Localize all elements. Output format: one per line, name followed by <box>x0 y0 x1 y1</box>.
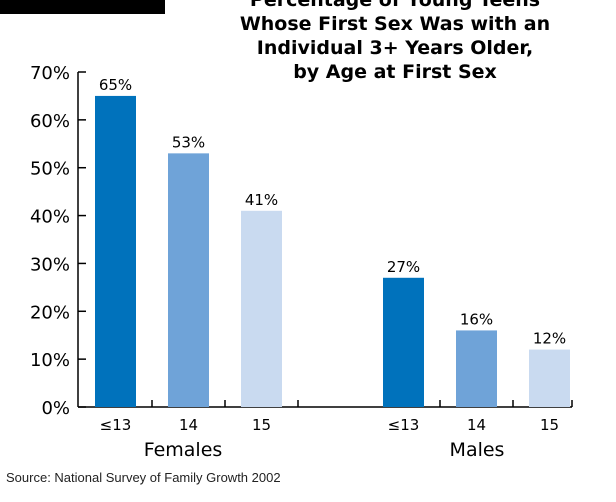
data-label: 65% <box>99 76 132 94</box>
data-label: 12% <box>533 330 566 348</box>
y-tick-label: 50% <box>30 159 70 180</box>
y-tick-label: 30% <box>30 254 70 275</box>
chart-title-line: Individual 3+ Years Older, <box>256 37 534 59</box>
bar <box>383 277 424 407</box>
header-bar <box>0 0 165 14</box>
y-tick-label: 20% <box>30 302 70 323</box>
y-tick-label: 40% <box>30 207 70 228</box>
chart-title-line: by Age at First Sex <box>293 61 497 83</box>
chart-title-line: Percentage of Young Teens <box>249 0 541 11</box>
x-tick-label: 14 <box>179 416 198 434</box>
bar <box>529 349 570 407</box>
group-label: Females <box>144 439 223 461</box>
source-note: Source: National Survey of Family Growth… <box>6 470 281 485</box>
data-label: 41% <box>245 191 278 209</box>
group-label: Males <box>450 439 505 461</box>
data-label: 27% <box>387 258 420 276</box>
bar <box>95 95 136 407</box>
bar <box>241 210 282 407</box>
data-label: 53% <box>172 133 205 151</box>
bar <box>456 330 497 407</box>
y-tick-label: 70% <box>30 63 70 84</box>
x-tick-label: ≤13 <box>100 416 132 434</box>
x-tick-label: 15 <box>540 416 559 434</box>
x-tick-label: 15 <box>252 416 271 434</box>
bar <box>168 153 209 407</box>
data-label: 16% <box>460 310 493 328</box>
chart-title: Percentage of Young Teens Whose First Se… <box>190 0 600 84</box>
y-tick-label: 60% <box>30 111 70 132</box>
x-tick-label: ≤13 <box>388 416 420 434</box>
y-tick-label: 10% <box>30 350 70 371</box>
chart-title-line: Whose First Sex Was with an <box>239 13 551 35</box>
y-tick-label: 0% <box>41 398 70 419</box>
x-tick-label: 14 <box>467 416 486 434</box>
